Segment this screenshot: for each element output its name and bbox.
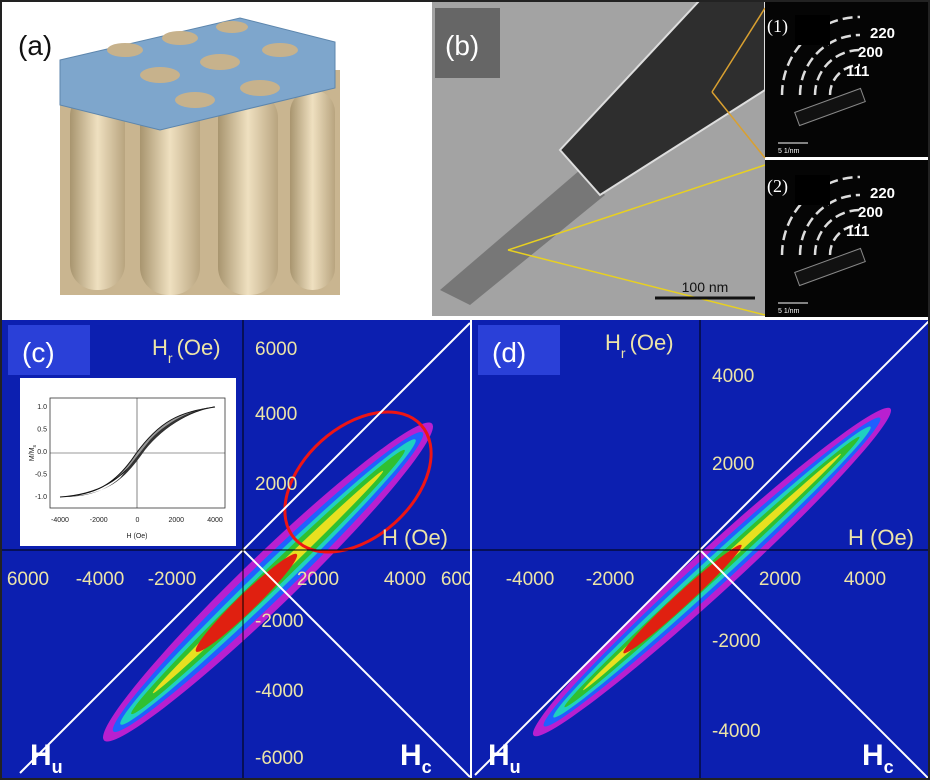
scale-bar-label: 100 nm (682, 279, 729, 295)
subscript: u (52, 757, 63, 777)
horizontal-axis-label: H (Oe) (848, 525, 914, 550)
y-tick-label: -4000 (712, 721, 761, 742)
symbol: H (862, 739, 884, 772)
ring-index: 200 (858, 204, 883, 221)
symbol: H (30, 739, 52, 772)
y-tick-label: 4000 (255, 404, 297, 425)
unit: (Oe) (630, 330, 674, 355)
x-tick-label: 4000 (844, 569, 886, 590)
unit: (Oe) (177, 335, 221, 360)
panel-b: (b) 100 nm (432, 0, 765, 316)
inset-y-tick: 1.0 (37, 404, 47, 411)
ring-index: 220 (870, 185, 895, 202)
y-tick-label: -2000 (712, 631, 761, 652)
inset-y-tick: -0.5 (35, 472, 47, 479)
mask (795, 175, 830, 205)
x-tick-label: 6000 (7, 569, 49, 590)
subscript: u (510, 757, 521, 777)
x-tick-label: -2000 (586, 569, 635, 590)
panel-a: (a) (0, 0, 430, 316)
panel-d: (d) Hr(Oe) H (Oe) Hu Hc -4000 -2000 2000 40… (472, 320, 930, 780)
x-tick-label: 2000 (297, 569, 339, 590)
ring-index: 200 (858, 44, 883, 61)
y-tick-label: 4000 (712, 366, 754, 387)
y-tick-label: -2000 (255, 611, 304, 632)
scale-label: 5 1/nm (778, 148, 800, 155)
y-tick-label: 2000 (712, 454, 754, 475)
ring-index: 220 (870, 25, 895, 42)
y-tick-label: -4000 (255, 681, 304, 702)
symbol: H (605, 330, 621, 355)
symbol: H (488, 739, 510, 772)
horizontal-axis-label: H (Oe) (382, 525, 448, 550)
text: M/M (29, 447, 36, 461)
inset-x-tick: -2000 (90, 517, 108, 524)
x-tick-label: -4000 (76, 569, 125, 590)
symbol: H (152, 335, 168, 360)
inset-y-tick: 0.5 (37, 427, 47, 434)
inset-x-tick: -4000 (51, 517, 69, 524)
panel-label: (d) (492, 337, 526, 368)
symbol: H (400, 739, 422, 772)
x-tick-label: 2000 (759, 569, 801, 590)
panel-c: (c) Hr(Oe) H (Oe) Hu Hc H (Oe) M/Ms -400… (0, 320, 483, 780)
saed-label: (1) (767, 16, 788, 37)
y-tick-label: 6000 (255, 339, 297, 360)
subscript: r (168, 350, 173, 366)
scale-label: 5 1/nm (778, 308, 800, 315)
inset-y-tick: -1.0 (35, 494, 47, 501)
inset-x-tick: 0 (136, 517, 140, 524)
subscript: c (422, 757, 432, 777)
inset-x-tick: 4000 (207, 517, 223, 524)
inset-y-tick: 0.0 (37, 449, 47, 456)
ring-index: 111 (846, 223, 869, 240)
x-tick-label: -2000 (148, 569, 197, 590)
subscript: c (884, 757, 894, 777)
panel-label: (b) (445, 30, 479, 61)
ring-index: 111 (846, 63, 869, 80)
inset-x-label: H (Oe) (127, 533, 148, 540)
x-tick-label: 4000 (384, 569, 426, 590)
y-tick-label: 2000 (255, 474, 297, 495)
saed-label: (2) (767, 176, 788, 197)
inset-x-tick: 2000 (168, 517, 184, 524)
panel-label: (a) (18, 30, 52, 61)
figure: (a) (b) 100 nm (1) 220 200 111 5 1/nm (2) 220 2… (0, 0, 930, 780)
y-tick-label: -6000 (255, 748, 304, 769)
saed-panels: (1) 220 200 111 5 1/nm (2) 220 200 111 5 1/nm (765, 0, 930, 317)
x-tick-label: -4000 (506, 569, 555, 590)
panel-label: (c) (22, 337, 55, 368)
mask (795, 15, 830, 45)
subscript: r (621, 345, 626, 361)
